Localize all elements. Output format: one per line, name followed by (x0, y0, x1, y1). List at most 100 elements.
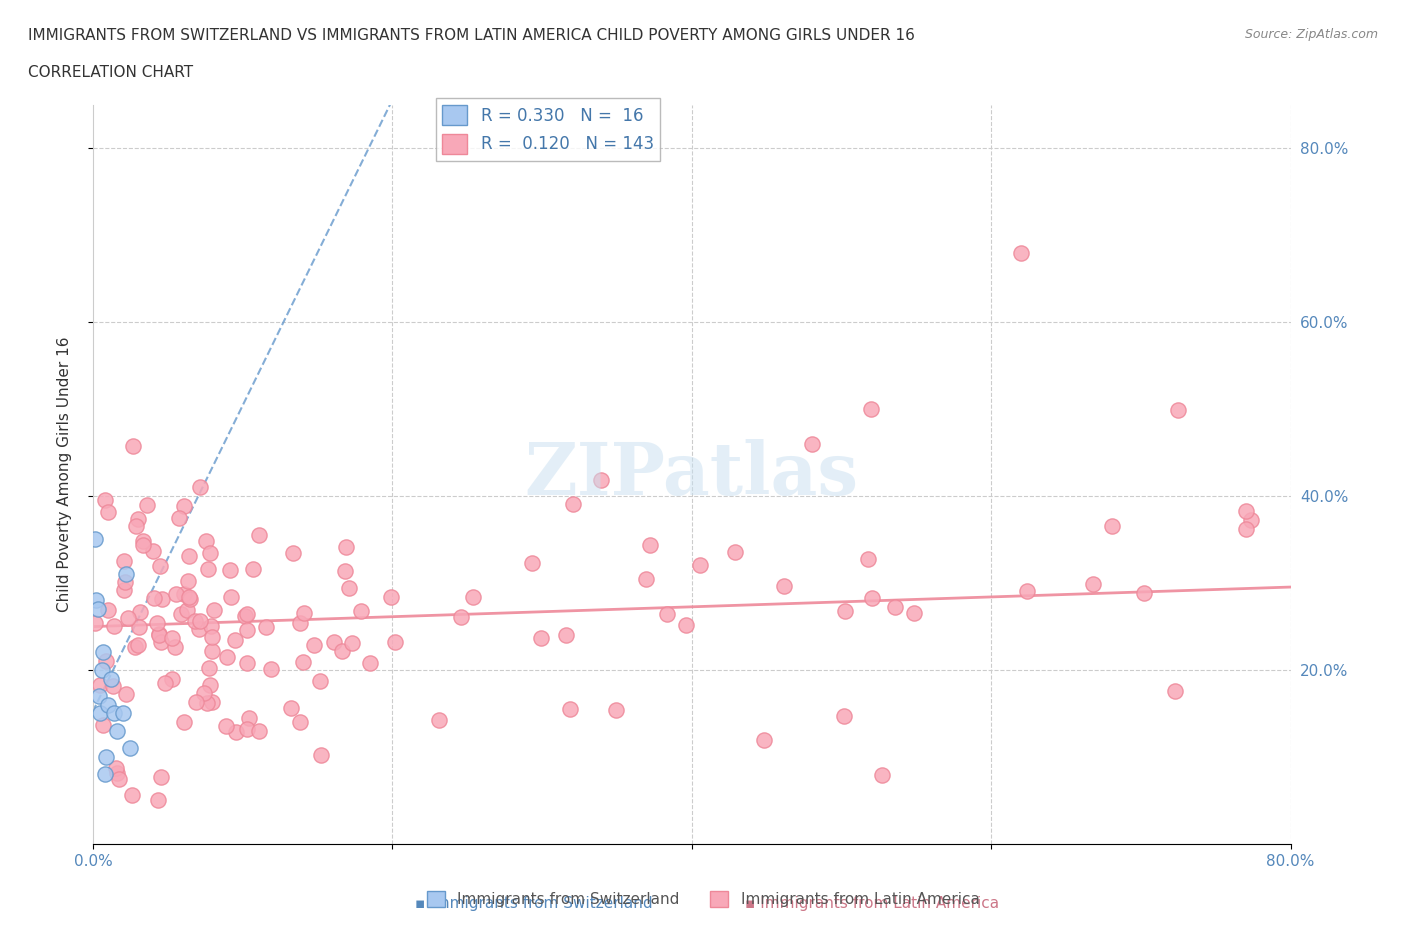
Point (235, 722, 257, 737)
Point (193, 685, 215, 700)
Point (224, 633, 246, 648)
Point (135, 497, 157, 512)
Point (689, 557, 711, 572)
Point (184, 614, 207, 629)
Point (247, 527, 270, 542)
Text: ▪ Immigrants from Switzerland: ▪ Immigrants from Switzerland (415, 897, 654, 911)
Point (177, 549, 200, 564)
Point (235, 606, 257, 621)
Point (221, 590, 243, 604)
Point (450, 610, 472, 625)
Point (217, 650, 239, 665)
Point (112, 553, 135, 568)
Point (195, 534, 218, 549)
Point (127, 512, 149, 526)
Point (883, 599, 905, 614)
Point (197, 561, 219, 576)
Point (84, 616, 107, 631)
Point (93, 492, 115, 507)
Point (333, 564, 356, 578)
Point (638, 538, 661, 552)
Point (288, 715, 311, 730)
Point (101, 679, 124, 694)
Point (97, 698, 120, 712)
Point (558, 702, 581, 717)
Point (292, 605, 315, 620)
Point (342, 635, 364, 650)
Point (132, 534, 155, 549)
Legend: R = 0.330   N =  16, R =  0.120   N = 143: R = 0.330 N = 16, R = 0.120 N = 143 (436, 99, 661, 161)
Text: CORRELATION CHART: CORRELATION CHART (28, 65, 193, 80)
Point (1234, 521, 1257, 536)
Point (903, 606, 925, 621)
Point (254, 619, 277, 634)
Point (200, 546, 222, 561)
Point (860, 591, 883, 605)
Point (280, 701, 302, 716)
Point (121, 788, 143, 803)
Point (195, 696, 218, 711)
Point (1101, 518, 1123, 533)
Point (150, 770, 173, 785)
Point (219, 562, 242, 577)
Point (96, 750, 118, 764)
Point (167, 511, 190, 525)
Point (89, 677, 111, 692)
Point (122, 439, 145, 454)
Point (236, 623, 259, 638)
Point (177, 574, 200, 589)
Point (160, 671, 183, 686)
Point (142, 543, 165, 558)
Point (384, 634, 406, 649)
Point (561, 497, 583, 512)
Text: IMMIGRANTS FROM SWITZERLAND VS IMMIGRANTS FROM LATIN AMERICA CHILD POVERTY AMONG: IMMIGRANTS FROM SWITZERLAND VS IMMIGRANT… (28, 28, 915, 43)
Point (259, 662, 281, 677)
Point (132, 538, 155, 552)
Point (128, 619, 150, 634)
Point (187, 621, 209, 636)
Point (200, 618, 222, 633)
Point (202, 603, 225, 618)
Point (120, 740, 142, 755)
Point (724, 545, 747, 560)
Point (530, 631, 553, 645)
Point (1017, 583, 1039, 598)
Text: ▪ Immigrants from Latin America: ▪ Immigrants from Latin America (745, 897, 998, 911)
Point (860, 402, 883, 417)
Point (201, 644, 224, 658)
Point (198, 660, 221, 675)
Point (201, 630, 224, 644)
Point (290, 616, 312, 631)
Point (856, 551, 879, 566)
Point (93, 717, 115, 732)
Point (335, 540, 357, 555)
Point (148, 627, 170, 642)
Point (872, 768, 894, 783)
Point (87, 688, 110, 703)
Point (173, 587, 195, 602)
Point (114, 575, 136, 590)
Point (179, 590, 201, 604)
Point (103, 706, 125, 721)
Point (108, 772, 131, 787)
Point (800, 436, 823, 451)
Point (128, 604, 150, 619)
Point (754, 732, 776, 747)
Point (91, 662, 114, 677)
Point (127, 637, 149, 652)
Point (225, 724, 247, 739)
Point (103, 618, 125, 633)
Point (86, 602, 108, 617)
Point (832, 708, 855, 723)
Point (94, 766, 117, 781)
Point (124, 640, 146, 655)
Point (1239, 513, 1261, 528)
Point (605, 702, 627, 717)
Point (323, 635, 346, 650)
Point (311, 747, 333, 762)
Point (117, 610, 139, 625)
Point (153, 675, 176, 690)
Point (125, 518, 148, 533)
Point (176, 603, 198, 618)
Point (291, 655, 314, 670)
